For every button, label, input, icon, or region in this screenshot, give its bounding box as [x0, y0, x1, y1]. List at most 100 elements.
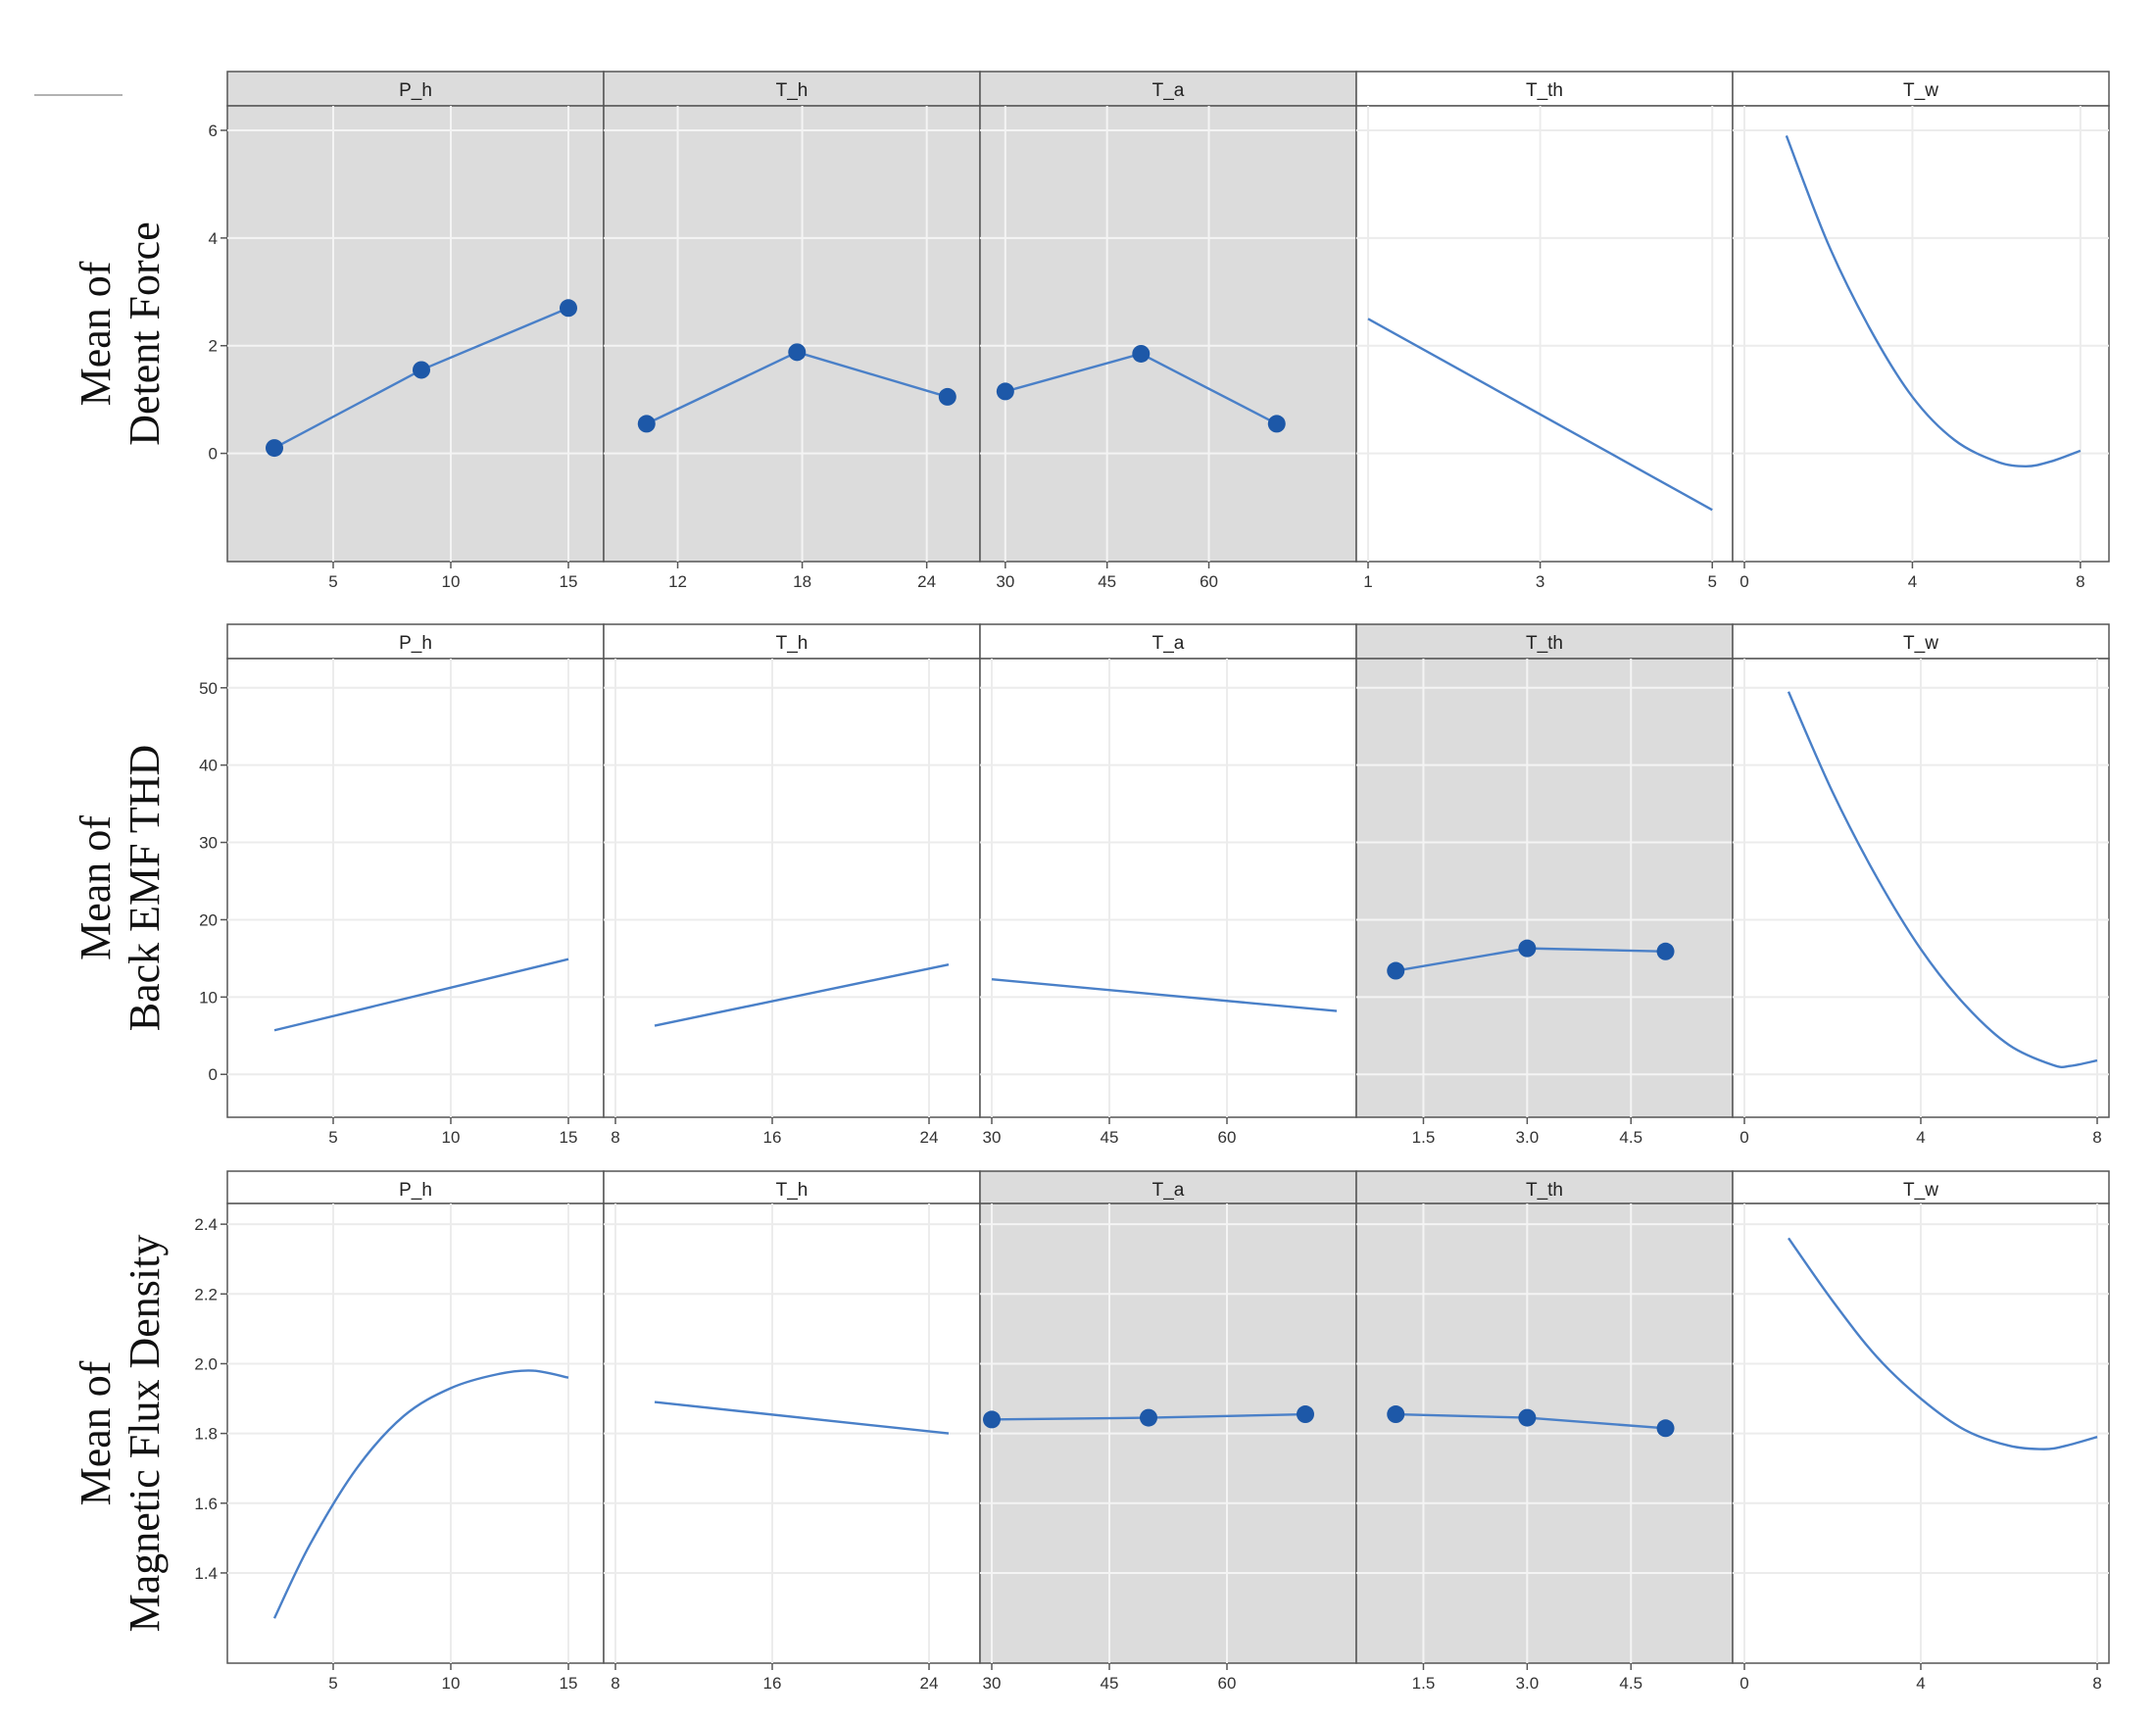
- strip-label: T_w: [1903, 633, 1938, 654]
- y-axis-label: Mean ofBack EMF THD: [72, 745, 169, 1032]
- row-2: P_h5 10 15T_h8 16 24T_a30 45 60T_th1.5 3.0 4.5T_…: [72, 623, 2110, 1147]
- y-tick-label: 40: [199, 757, 218, 775]
- strip-label: T_h: [776, 1180, 808, 1201]
- panel-background: [1355, 105, 1734, 563]
- y-tick-label: 1.6: [194, 1495, 218, 1513]
- series-line: [1785, 135, 2082, 467]
- data-point: [983, 1410, 1001, 1429]
- series-line: [1367, 318, 1713, 512]
- data-point: [1267, 415, 1286, 433]
- strip-label: P_h: [399, 80, 432, 101]
- y-tick-label: 1.4: [194, 1564, 218, 1583]
- x-tick-label: 16: [763, 1128, 782, 1147]
- x-tick-label: 1: [1363, 572, 1372, 591]
- panel-t-a: T_a 30 45 60: [979, 623, 1357, 1147]
- x-tick-label: 10: [442, 1128, 461, 1147]
- data-point: [1387, 961, 1405, 980]
- panel-background: [226, 105, 605, 563]
- strip-header: [979, 1170, 1357, 1204]
- x-tick-label: 24: [920, 1674, 939, 1693]
- x-tick-label: 8: [611, 1674, 619, 1693]
- x-tick-label: 5: [1707, 572, 1716, 591]
- x-tick-label: 5: [328, 572, 337, 591]
- x-tick-label: 18: [793, 572, 811, 591]
- panel-t-a: T_a 30 45 60: [979, 1170, 1357, 1693]
- x-tick-label: 0: [1740, 1674, 1748, 1693]
- y-tick-label: 2: [209, 337, 218, 356]
- strip-label: T_th: [1526, 1180, 1563, 1201]
- data-point: [1297, 1405, 1314, 1424]
- data-point: [1656, 942, 1675, 960]
- data-point: [637, 415, 656, 433]
- data-point: [413, 361, 430, 379]
- x-tick-label: 4.5: [1619, 1128, 1642, 1147]
- x-tick-label: 4.5: [1619, 1674, 1642, 1693]
- x-tick-label: 4: [1916, 1674, 1925, 1693]
- x-tick-label: 15: [560, 572, 578, 591]
- data-point: [560, 299, 577, 318]
- series-line: [1788, 1237, 2098, 1450]
- y-axis-label-line: Mean of: [72, 1360, 120, 1505]
- y-tick-label: 2.0: [194, 1354, 218, 1373]
- panel-t-w: T_w 0 4 8: [1732, 1170, 2110, 1693]
- panel-background: [979, 658, 1357, 1118]
- data-point: [266, 439, 283, 458]
- x-tick-label: 30: [996, 572, 1014, 591]
- strip-header: [1732, 71, 2110, 107]
- data-point: [1518, 939, 1537, 958]
- series-line: [991, 977, 1338, 1012]
- panel-background: [1732, 105, 2110, 563]
- y-axis-label-line: Back EMF THD: [121, 745, 169, 1032]
- panel-t-th: T_th 1 3 5: [1355, 71, 1734, 591]
- strip-label: P_h: [399, 633, 432, 654]
- y-tick-label: 20: [199, 910, 218, 929]
- x-tick-label: 24: [917, 572, 936, 591]
- panel-t-th: T_th 1.5 3.0 4.5: [1355, 1170, 1734, 1693]
- strip-header: [1732, 1170, 2110, 1204]
- strip-header: [1732, 623, 2110, 660]
- panel-t-w: T_w 0 4 8: [1732, 623, 2110, 1147]
- x-tick-label: 24: [920, 1128, 939, 1147]
- y-axis-label: Mean ofDetent Force: [72, 221, 169, 445]
- panel-p-h: P_h 5 10 15: [226, 71, 605, 591]
- panel-p-h: P_h 5 10 15: [226, 1170, 605, 1693]
- panel-t-h: T_h 8 16 24: [603, 1170, 981, 1693]
- y-axis: 0 2 4 6: [209, 122, 227, 464]
- panel-background: [979, 105, 1357, 563]
- x-tick-label: 60: [1218, 1128, 1237, 1147]
- x-tick-label: 10: [442, 572, 461, 591]
- panel-background: [1355, 658, 1734, 1118]
- strip-header: [226, 623, 605, 660]
- strip-label: T_a: [1152, 633, 1185, 654]
- panel-t-w: T_w 0 4 8: [1732, 71, 2110, 591]
- y-tick-label: 0: [209, 445, 218, 464]
- x-tick-label: 3.0: [1516, 1128, 1540, 1147]
- x-tick-label: 30: [983, 1674, 1002, 1693]
- x-tick-label: 0: [1740, 1128, 1748, 1147]
- y-tick-label: 6: [209, 122, 218, 140]
- x-tick-label: 8: [2092, 1128, 2101, 1147]
- row-3: P_h5 10 15T_h8 16 24T_a30 45 60T_th1.5 3.0 4.5T_…: [72, 1170, 2110, 1693]
- x-tick-label: 3.0: [1516, 1674, 1540, 1693]
- y-axis: 1.4 1.6 1.8 2.0 2.2 2.4: [194, 1215, 227, 1583]
- x-tick-label: 15: [560, 1128, 578, 1147]
- y-axis-label-line: Detent Force: [121, 221, 169, 445]
- x-tick-label: 8: [611, 1128, 619, 1147]
- panel-t-h: T_h 12 18 24: [603, 71, 981, 591]
- x-tick-label: 1.5: [1412, 1128, 1436, 1147]
- x-tick-label: 8: [2092, 1674, 2101, 1693]
- data-point: [1387, 1405, 1405, 1424]
- series-line: [654, 1401, 950, 1435]
- x-tick-label: 0: [1740, 572, 1748, 591]
- y-tick-label: 4: [209, 229, 218, 248]
- strip-header: [979, 71, 1357, 107]
- x-tick-label: 60: [1218, 1674, 1237, 1693]
- y-axis-label-line: Magnetic Flux Density: [121, 1235, 169, 1633]
- y-tick-label: 10: [199, 988, 218, 1007]
- strip-label: T_a: [1152, 1180, 1185, 1201]
- data-point: [1132, 344, 1151, 363]
- strip-label: T_w: [1903, 80, 1938, 101]
- x-tick-label: 15: [560, 1674, 578, 1693]
- x-tick-label: 16: [763, 1674, 782, 1693]
